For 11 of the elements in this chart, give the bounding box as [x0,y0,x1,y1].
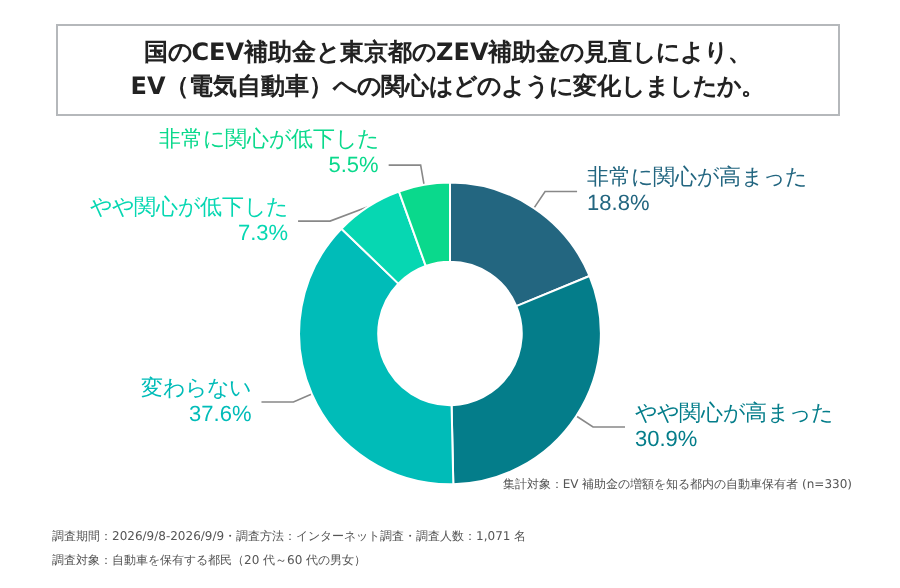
data-label: 30.9% [635,427,698,452]
chart-title: 国のCEV補助金と東京都のZEV補助金の見直しにより、 EV（電気自動車）への関心はどのように変化しましたか。 [56,24,840,116]
slice-label: やや関心が高まった [635,399,834,426]
data-label: 7.3% [237,222,289,247]
slice-label: 非常に関心が高まった [587,164,808,191]
slice-label: やや関心が低下した [90,194,289,221]
data-label: 5.5% [328,154,380,179]
data-label: 37.6% [189,402,252,427]
slice-label: 非常に関心が低下した [158,126,379,153]
data-label: 18.8% [587,192,650,217]
slice-label: 変わらない [141,374,252,401]
